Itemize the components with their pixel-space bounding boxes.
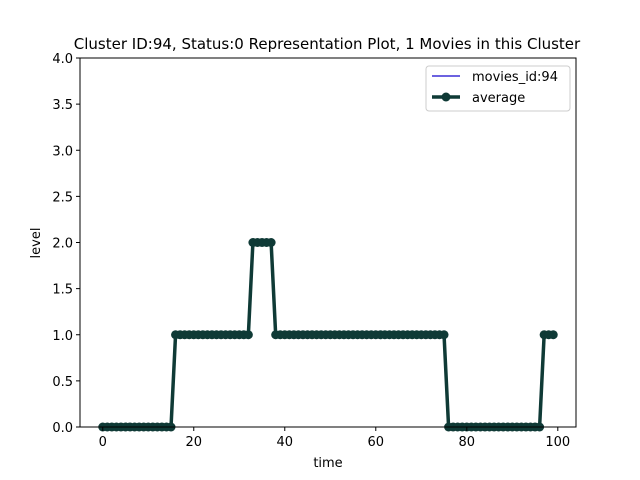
x-tick-label: 80 xyxy=(459,435,476,450)
y-tick-label: 3.0 xyxy=(52,144,73,159)
axes-frame xyxy=(79,57,577,428)
legend: movies_id:94 average xyxy=(425,65,571,112)
x-tick-label: 0 xyxy=(99,435,107,450)
legend-label-movies: movies_id:94 xyxy=(472,70,558,85)
legend-box xyxy=(425,65,571,112)
legend-label-average: average xyxy=(472,91,525,106)
legend-marker-average xyxy=(441,92,451,102)
x-tick-label: 40 xyxy=(276,435,293,450)
x-axis-label: time xyxy=(313,456,342,471)
data-point xyxy=(266,238,276,247)
plot-area xyxy=(79,57,577,432)
data-point xyxy=(439,330,449,340)
x-axis: 0 20 40 60 80 100 xyxy=(99,427,570,450)
y-tick-label: 0.5 xyxy=(52,375,73,390)
y-axis: 0.0 0.5 1.0 1.5 2.0 2.5 3.0 3.5 4.0 xyxy=(52,52,80,436)
y-tick-label: 3.5 xyxy=(52,98,73,113)
x-tick-label: 60 xyxy=(368,435,385,450)
y-tick-label: 1.0 xyxy=(52,329,73,344)
y-tick-label: 0.0 xyxy=(52,421,73,436)
x-tick-label: 20 xyxy=(185,435,202,450)
x-tick-label: 100 xyxy=(545,435,570,450)
y-tick-label: 2.5 xyxy=(52,190,73,205)
chart-title: Cluster ID:94, Status:0 Representation P… xyxy=(74,35,581,53)
y-axis-label: level xyxy=(29,228,44,259)
y-tick-label: 4.0 xyxy=(52,52,73,67)
data-point xyxy=(548,330,558,340)
y-tick-label: 1.5 xyxy=(52,283,73,298)
y-tick-label: 2.0 xyxy=(52,237,73,252)
data-point xyxy=(243,330,253,340)
